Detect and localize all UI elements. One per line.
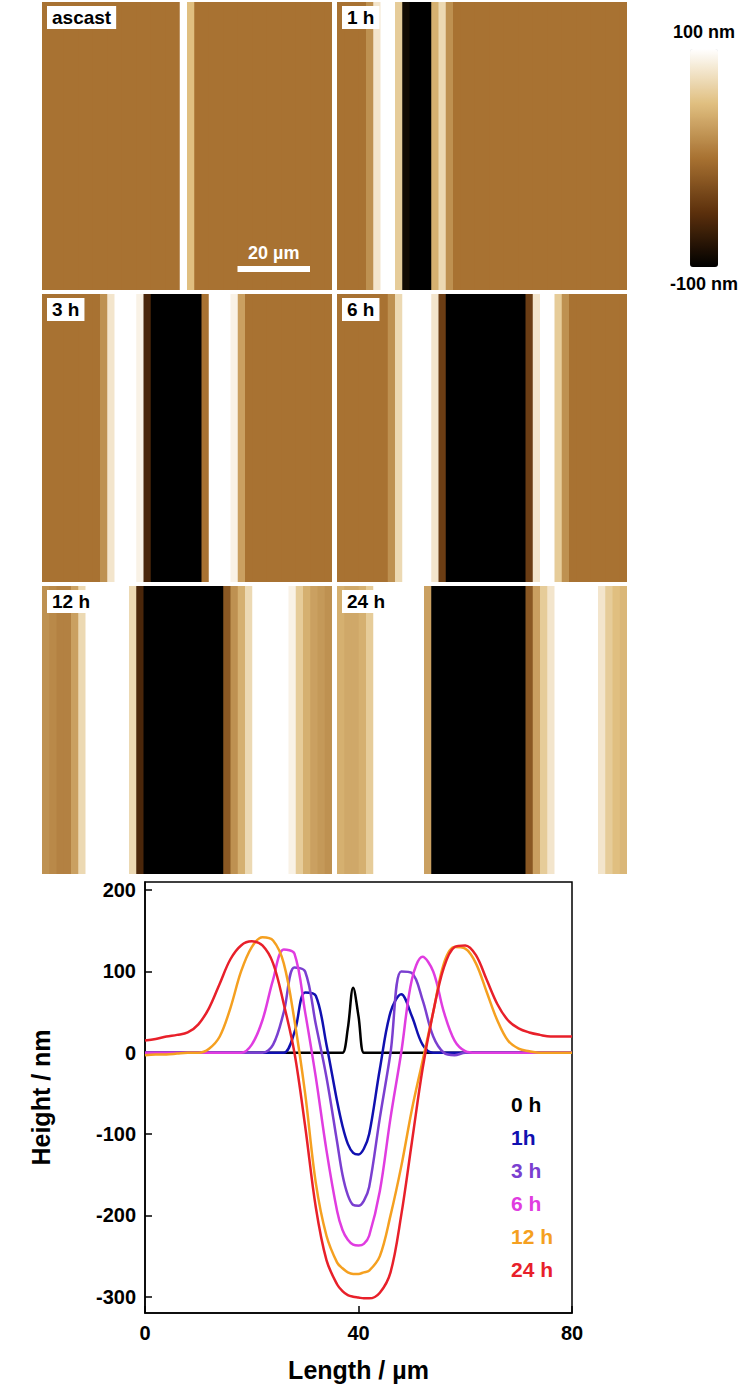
svg-text:-200: -200: [96, 1204, 136, 1226]
svg-text:100: 100: [103, 960, 136, 982]
svg-text:3 h: 3 h: [52, 299, 79, 320]
svg-text:-100: -100: [96, 1123, 136, 1145]
svg-text:Length / µm: Length / µm: [288, 1356, 429, 1384]
svg-text:24 h: 24 h: [511, 1258, 553, 1281]
svg-text:0: 0: [139, 1322, 150, 1344]
svg-text:Height / nm: Height / nm: [27, 1029, 55, 1165]
svg-text:12 h: 12 h: [52, 591, 90, 612]
svg-text:200: 200: [103, 879, 136, 901]
svg-text:100 nm: 100 nm: [673, 22, 735, 42]
svg-text:6 h: 6 h: [347, 299, 374, 320]
svg-text:6 h: 6 h: [511, 1192, 541, 1215]
svg-text:3 h: 3 h: [511, 1159, 541, 1182]
svg-text:24 h: 24 h: [347, 591, 385, 612]
svg-text:40: 40: [347, 1322, 369, 1344]
svg-text:20 µm: 20 µm: [248, 243, 299, 263]
svg-text:1h: 1h: [511, 1126, 536, 1149]
svg-text:0 h: 0 h: [511, 1093, 541, 1116]
svg-text:ascast: ascast: [52, 7, 112, 28]
svg-text:1 h: 1 h: [347, 7, 374, 28]
svg-text:0: 0: [125, 1042, 136, 1064]
svg-text:12 h: 12 h: [511, 1225, 553, 1248]
svg-text:80: 80: [561, 1322, 583, 1344]
svg-text:-100 nm: -100 nm: [670, 274, 738, 294]
svg-text:-300: -300: [96, 1286, 136, 1308]
